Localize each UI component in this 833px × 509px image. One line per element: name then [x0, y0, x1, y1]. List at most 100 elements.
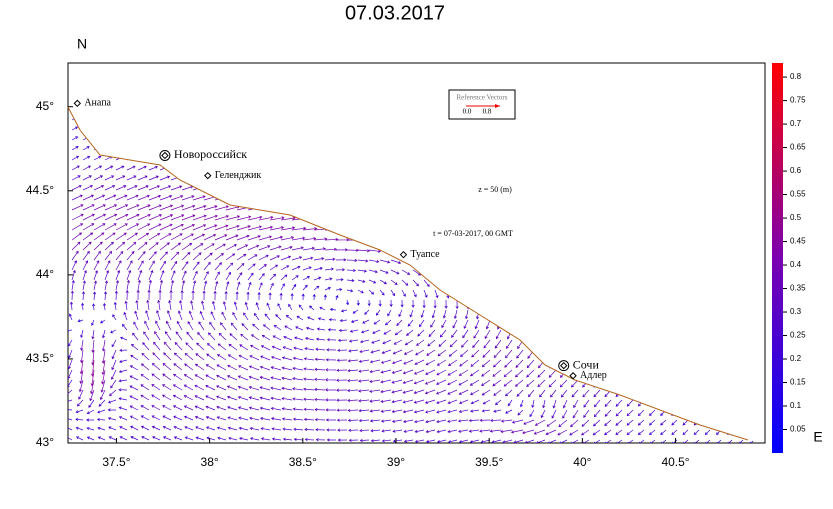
current-arrow: [368, 118, 377, 122]
current-arrow: [269, 196, 284, 201]
current-arrow: [742, 149, 749, 155]
current-arrow: [292, 387, 304, 391]
current-arrow: [487, 309, 491, 320]
current-arrow: [445, 149, 455, 153]
current-arrow: [665, 109, 672, 114]
current-arrow: [158, 289, 162, 301]
current-arrow: [258, 117, 267, 121]
current-arrow: [537, 369, 546, 378]
current-arrow: [555, 189, 567, 195]
current-arrow: [599, 189, 610, 196]
current-arrow: [260, 427, 271, 431]
current-arrow: [477, 299, 481, 310]
current-arrow: [544, 249, 555, 259]
current-arrow: [632, 179, 642, 185]
current-arrow: [492, 369, 502, 377]
current-arrow: [104, 250, 113, 261]
current-arrow: [654, 139, 661, 144]
current-arrow: [140, 384, 150, 391]
current-arrow: [335, 238, 350, 242]
current-arrow: [68, 436, 73, 441]
current-arrow: [609, 299, 613, 311]
current-arrow: [605, 359, 612, 369]
current-arrow: [662, 339, 667, 350]
current-arrow: [156, 310, 161, 321]
current-arrow: [140, 373, 150, 381]
current-arrow: [720, 209, 732, 215]
current-arrow: [434, 219, 450, 225]
current-arrow: [739, 359, 744, 368]
current-arrow: [93, 270, 99, 281]
current-arrow: [749, 419, 755, 426]
current-arrow: [236, 272, 243, 281]
current-arrow: [492, 379, 502, 387]
current-arrow: [581, 439, 590, 443]
current-arrow: [566, 219, 580, 227]
current-arrow: [335, 248, 349, 252]
current-arrow: [479, 429, 491, 433]
current-arrow: [202, 290, 206, 301]
current-arrow: [296, 315, 304, 321]
current-arrow: [273, 325, 282, 331]
current-arrow: [698, 209, 710, 216]
current-arrow: [588, 169, 598, 175]
current-arrow: [302, 217, 318, 221]
current-arrow: [390, 209, 406, 213]
current-arrow: [337, 348, 348, 352]
current-arrow: [632, 109, 639, 114]
current-arrow: [445, 249, 458, 256]
current-arrow: [698, 279, 703, 290]
current-arrow: [250, 344, 260, 351]
current-arrow: [303, 397, 315, 401]
current-arrow: [464, 309, 469, 320]
current-arrow: [457, 419, 469, 423]
current-arrow: [661, 349, 667, 360]
current-arrow: [671, 429, 678, 436]
current-arrow: [456, 219, 472, 225]
current-arrow: [288, 303, 293, 311]
current-arrow: [577, 159, 586, 165]
current-arrow: [228, 436, 238, 441]
current-arrow: [604, 379, 612, 388]
current-arrow: [82, 280, 86, 291]
current-arrow: [154, 331, 161, 341]
current-arrow: [369, 389, 381, 393]
colorbar-tick-label: 0.3: [790, 307, 802, 316]
current-arrow: [302, 177, 315, 181]
current-arrow: [731, 129, 737, 134]
current-arrow: [291, 246, 304, 251]
current-arrow: [675, 299, 679, 311]
current-arrow: [654, 169, 663, 175]
current-arrow: [269, 107, 277, 112]
current-arrow: [445, 119, 454, 123]
current-arrow: [654, 209, 666, 216]
current-arrow: [489, 279, 495, 290]
current-arrow: [649, 369, 656, 379]
current-arrow: [544, 209, 558, 216]
current-arrow: [137, 194, 150, 201]
current-arrow: [577, 119, 585, 124]
current-arrow: [581, 429, 590, 436]
current-arrow: [588, 289, 592, 301]
current-arrow: [489, 159, 499, 164]
current-arrow: [336, 398, 348, 402]
current-arrow: [277, 303, 282, 311]
current-arrow: [544, 109, 552, 113]
current-arrow: [82, 175, 92, 181]
current-arrow: [190, 300, 194, 311]
current-arrow: [292, 377, 304, 381]
y-tick-label: 43°: [36, 435, 54, 449]
current-arrow: [731, 239, 741, 247]
current-arrow: [159, 251, 168, 261]
current-arrow: [445, 189, 459, 194]
current-arrow: [533, 159, 543, 164]
current-arrow: [753, 249, 762, 257]
current-arrow: [392, 349, 403, 355]
current-arrow: [401, 139, 411, 143]
current-arrow: [392, 439, 403, 443]
current-arrow: [280, 107, 288, 112]
current-arrow: [282, 437, 293, 441]
current-arrow: [129, 375, 139, 381]
current-arrow: [478, 199, 492, 205]
current-arrow: [236, 263, 245, 271]
